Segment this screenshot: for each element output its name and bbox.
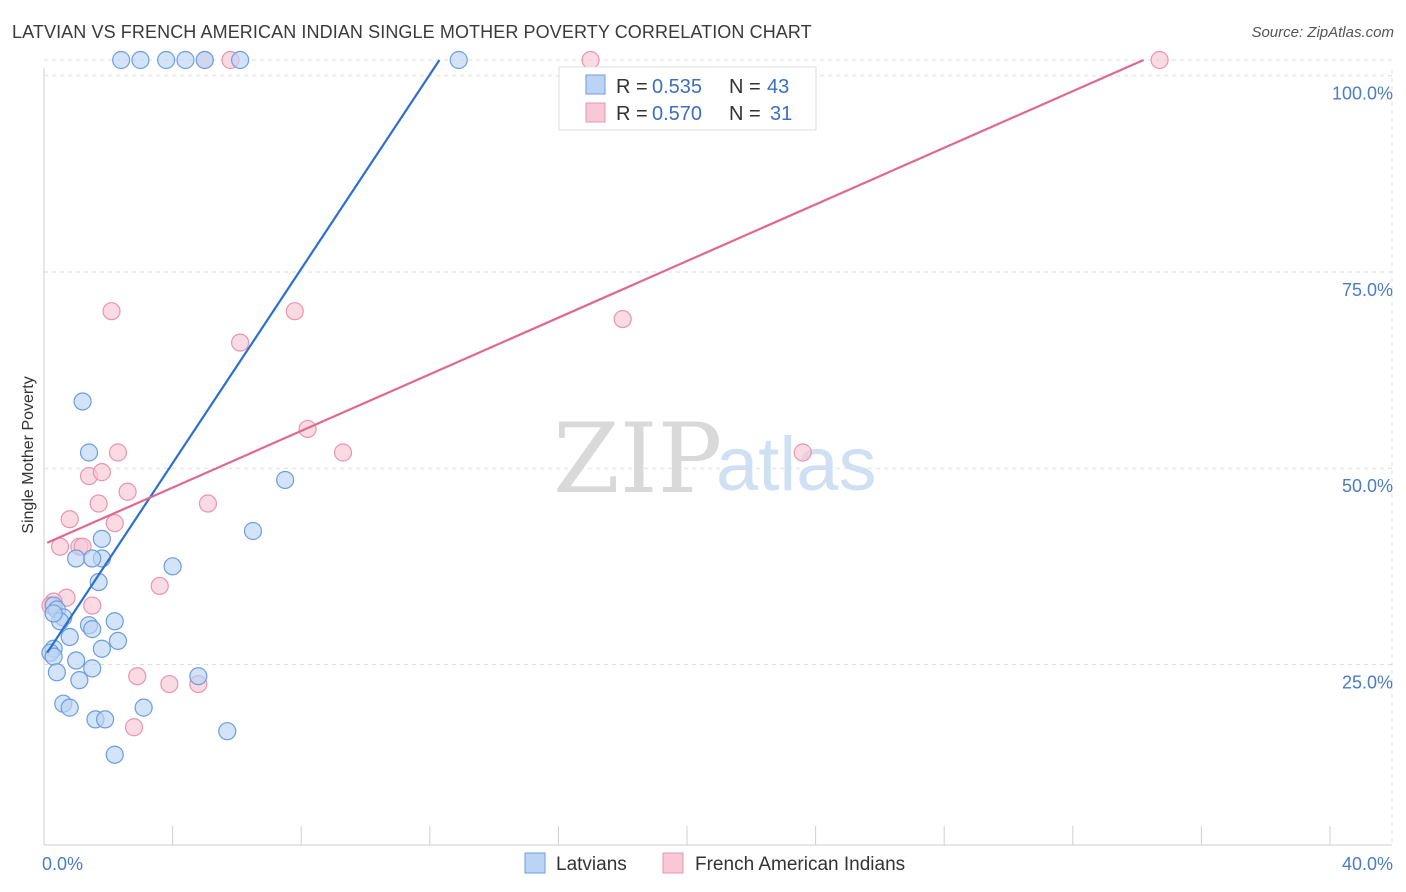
latvian-point-42 <box>44 604 63 623</box>
x-tick-label-min: 0.0% <box>42 854 83 874</box>
trend-lines <box>46 58 1144 654</box>
french-point-18 <box>105 514 124 533</box>
french-point-3 <box>1150 50 1169 70</box>
latvian-point-11 <box>92 529 111 548</box>
legend-french-r-label: R = <box>616 103 648 125</box>
latvian-point-29 <box>92 639 111 658</box>
latvian-points <box>41 50 468 764</box>
french-point-11 <box>793 443 812 462</box>
french-points <box>41 50 1169 737</box>
latvian-point-14 <box>83 549 102 568</box>
y-tick-label-25: 25.0% <box>1342 672 1393 692</box>
bottom-legend-french: French American Indians <box>695 854 905 875</box>
legend-french-r-value: 0.570 <box>652 103 702 125</box>
legend-latvians-n-label: N = <box>729 76 761 98</box>
latvian-point-7 <box>73 392 92 411</box>
french-point-2 <box>581 50 600 70</box>
y-tick-label-50: 50.0% <box>1342 476 1393 496</box>
latvian-point-33 <box>70 671 89 690</box>
y-tick-label-100: 100.0% <box>1332 84 1393 104</box>
french-point-27 <box>128 667 147 686</box>
latvian-point-4 <box>195 50 214 70</box>
latvian-point-0 <box>112 50 131 70</box>
latvian-point-15 <box>163 557 182 576</box>
grid-lines <box>44 59 1393 845</box>
x-tick-labels: 0.0% 40.0% <box>42 854 1393 874</box>
french-point-9 <box>333 443 353 462</box>
legend-swatch-latvians <box>585 74 606 95</box>
french-point-30 <box>124 718 144 737</box>
latvian-point-1 <box>131 50 150 70</box>
bottom-legend-swatch-french <box>662 852 684 874</box>
french-point-14 <box>118 482 137 501</box>
legend-french-n-label: N = <box>729 103 761 125</box>
latvian-point-31 <box>83 659 102 678</box>
latvian-point-23 <box>83 620 102 639</box>
french-point-24 <box>83 596 102 615</box>
french-point-17 <box>60 510 79 529</box>
latvian-point-10 <box>243 521 263 541</box>
y-tick-label-75: 75.0% <box>1342 280 1393 300</box>
latvian-point-22 <box>105 612 124 631</box>
legend-swatch-french <box>585 102 606 123</box>
latvian-point-5 <box>231 50 250 70</box>
x-tick-label-max: 40.0% <box>1342 854 1393 874</box>
french-point-28 <box>160 674 179 694</box>
latvian-point-32 <box>47 663 66 682</box>
french-point-7 <box>231 333 250 352</box>
latvian-point-6 <box>449 50 468 70</box>
y-tick-labels: 25.0% 50.0% 75.0% 100.0% <box>1332 84 1393 693</box>
latvian-point-39 <box>95 710 115 729</box>
latvian-point-37 <box>134 698 153 717</box>
latvian-point-30 <box>67 651 86 670</box>
bottom-legend-swatch-latvians <box>524 852 546 874</box>
latvian-point-13 <box>67 549 86 568</box>
french-point-10 <box>108 443 128 462</box>
legend-latvians-r-value: 0.535 <box>652 76 702 98</box>
latvian-point-24 <box>60 627 79 647</box>
bottom-legend-latvians: Latvians <box>556 854 627 875</box>
latvian-point-9 <box>276 470 295 490</box>
y-axis-label: Single Mother Poverty <box>20 376 37 533</box>
latvian-point-25 <box>108 631 128 651</box>
watermark: ZIP atlas <box>553 403 877 515</box>
watermark-zip: ZIP <box>553 403 722 515</box>
french-point-16 <box>198 494 218 513</box>
french-trend-line <box>46 58 1144 544</box>
french-point-6 <box>613 309 632 329</box>
legend-latvians-r-label: R = <box>616 76 648 98</box>
latvian-point-36 <box>60 698 79 717</box>
french-point-5 <box>285 302 304 321</box>
latvian-point-8 <box>79 443 99 462</box>
watermark-atlas: atlas <box>716 422 877 507</box>
latvian-point-3 <box>176 50 195 70</box>
source-label: Source: ZipAtlas.com <box>1251 24 1394 41</box>
latvian-point-34 <box>189 667 208 686</box>
french-point-13 <box>92 463 111 482</box>
latvian-point-41 <box>105 745 124 764</box>
latvian-point-40 <box>218 722 237 741</box>
french-point-15 <box>89 494 108 513</box>
latvian-point-2 <box>157 50 176 70</box>
chart-title: LATVIAN VS FRENCH AMERICAN INDIAN SINGLE… <box>12 22 812 42</box>
french-point-4 <box>102 302 121 321</box>
latvians-trend-line <box>46 59 441 654</box>
french-point-22 <box>150 576 169 596</box>
axes <box>43 68 1392 846</box>
bottom-legend: Latvians French American Indians <box>524 852 905 875</box>
legend-latvians-n-value: 43 <box>767 76 789 98</box>
legend-french-n-value: 31 <box>770 103 792 125</box>
top-legend: R = 0.535 N = 43 R = 0.570 N = 31 <box>558 66 817 131</box>
